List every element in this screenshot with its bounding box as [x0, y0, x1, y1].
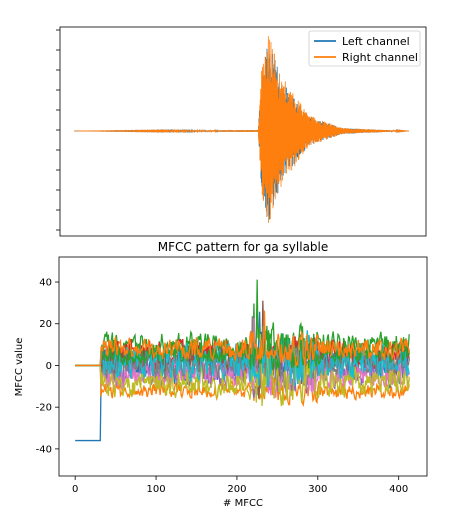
mfcc-chart-title: MFCC pattern for ga syllable [158, 240, 329, 254]
mfcc-y-axis-label: MFCC value [14, 338, 25, 397]
mfcc-x-axis-label: # MFCC [223, 498, 263, 509]
legend-label-right: Right channel [342, 51, 418, 64]
legend-box [308, 30, 421, 67]
mfcc-y-tick-label: 20 [39, 319, 52, 330]
mfcc-panel: MFCC pattern for ga syllable 0 100 200 300 4… [14, 240, 428, 509]
mfcc-x-tick-label: 400 [389, 484, 408, 495]
mfcc-lines [75, 279, 410, 442]
mfcc-plot-frame [58, 256, 428, 477]
mfcc-series-line-10 [75, 330, 410, 388]
mfcc-x-tick-label: 100 [147, 484, 166, 495]
mfcc-x-tick-label: 300 [308, 484, 327, 495]
legend: Left channel Right channel [308, 30, 421, 67]
waveform-panel: Left channel Right channel [56, 26, 427, 237]
mfcc-y-tick-label: 0 [46, 361, 52, 372]
mfcc-x-tick-label: 200 [227, 484, 246, 495]
mfcc-x-ticks: 0 100 200 300 400 [72, 476, 408, 495]
mfcc-series-line-12 [75, 310, 410, 367]
mfcc-y-ticks: -40 -20 0 20 40 [36, 278, 59, 455]
legend-label-left: Left channel [342, 35, 410, 48]
waveform-line-right-channel [74, 36, 410, 223]
mfcc-y-tick-label: -20 [36, 403, 52, 414]
mfcc-y-tick-label: -40 [36, 444, 52, 455]
mfcc-y-tick-label: 40 [39, 278, 52, 289]
mfcc-x-tick-label: 0 [72, 484, 78, 495]
waveform-lines [74, 36, 410, 223]
waveform-ticks [56, 29, 60, 231]
